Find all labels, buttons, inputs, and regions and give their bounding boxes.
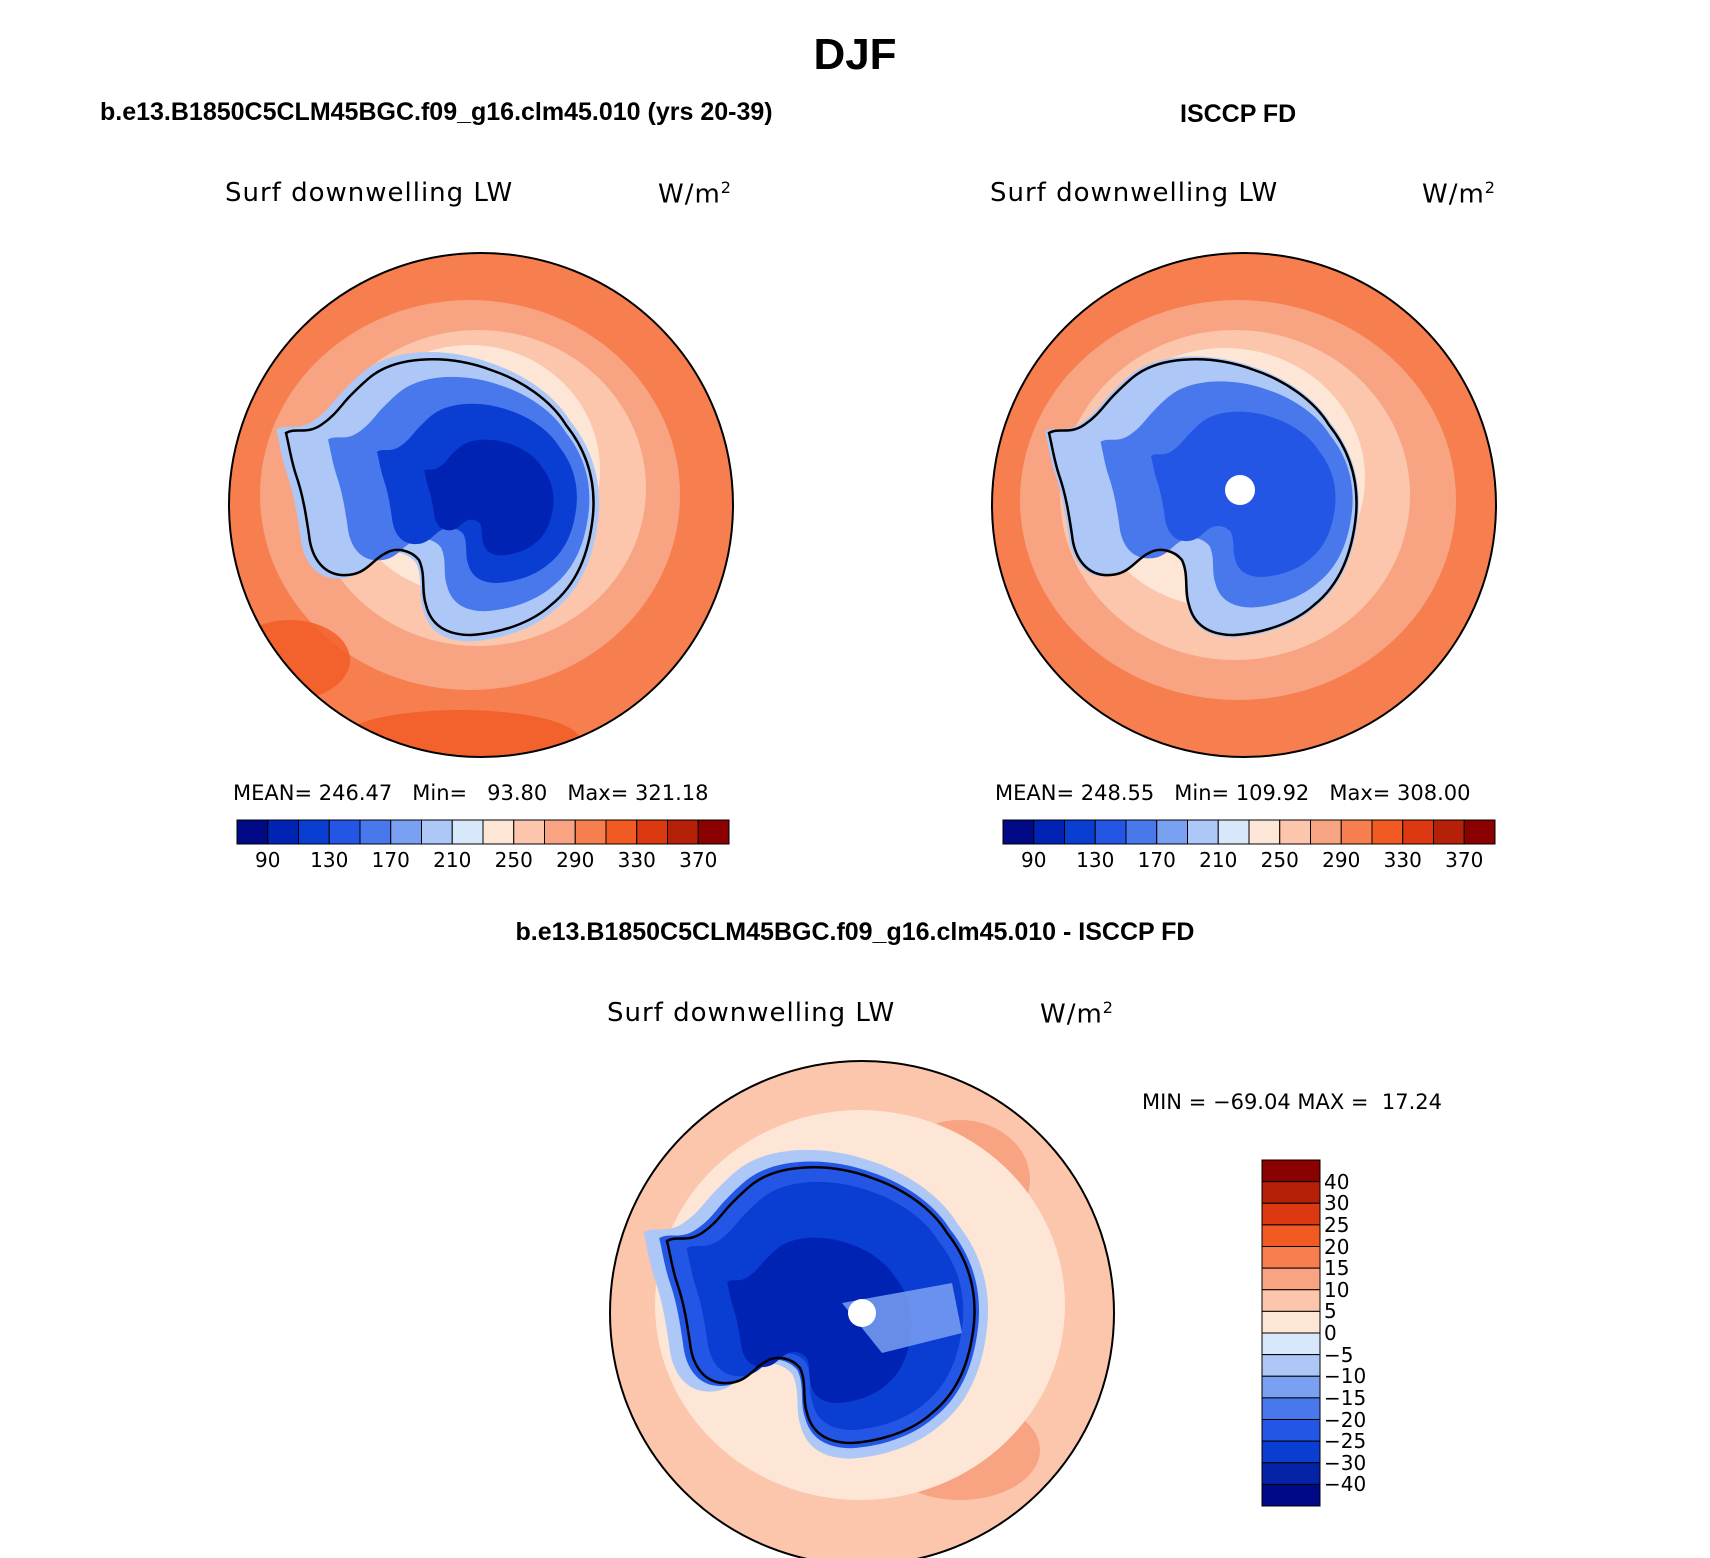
model-colorbar-tick-label: 250 (494, 848, 533, 872)
diff-colorbar-swatch (1261, 1310, 1321, 1334)
model-colorbar-swatch (451, 819, 484, 845)
diff-colorbar-tick-label: 15 (1324, 1256, 1350, 1281)
obs-colorbar-tick-label: 170 (1137, 848, 1176, 872)
obs-colorbar-swatch (1279, 819, 1311, 845)
diff-colorbar-swatch (1261, 1354, 1321, 1377)
diff-colorbar-swatch (1261, 1375, 1321, 1399)
obs-colorbar-tick-label: 370 (1445, 848, 1484, 872)
diff-colorbar-swatch (1261, 1332, 1321, 1356)
diff-colorbar-tick-label: 10 (1324, 1277, 1350, 1302)
obs-colorbar-swatch (1187, 819, 1219, 845)
model-colorbar-swatch (513, 819, 545, 845)
diff-colorbar-tick-label: −30 (1324, 1450, 1367, 1475)
obs-colorbar-swatch (1156, 819, 1188, 845)
obs-colorbar-swatch (1371, 819, 1404, 845)
model-panel-title: b.e13.B1850C5CLM45BGC.f09_g16.clm45.010 … (100, 98, 773, 126)
obs-colorbar-tick-label: 330 (1383, 848, 1422, 872)
obs-colorbar-tick-label: 210 (1199, 848, 1238, 872)
diff-colorbar-swatch (1261, 1462, 1321, 1485)
obs-colorbar-swatch (1064, 819, 1096, 845)
obs-colorbar-tick-label: 290 (1322, 848, 1361, 872)
obs-units-label: W/m2 (1422, 178, 1496, 210)
diff-colorbar-tick-label: 20 (1324, 1234, 1350, 1259)
model-stats: MEAN= 246.47 Min= 93.80 Max= 321.18 (233, 781, 709, 805)
model-colorbar-swatch (574, 819, 607, 845)
obs-colorbar-swatch (1125, 819, 1158, 845)
model-colorbar-swatch (359, 819, 392, 845)
obs-colorbar-tick-label: 90 (1021, 848, 1047, 872)
model-colorbar-swatch (667, 819, 699, 845)
model-colorbar-swatch (298, 819, 330, 845)
obs-colorbar-swatch (1310, 819, 1342, 845)
obs-colorbar-swatch (1402, 819, 1434, 845)
diff-colorbar-tick-label: 0 (1324, 1321, 1337, 1345)
diff-colorbar-swatch (1261, 1289, 1321, 1312)
model-colorbar-swatch (544, 819, 576, 845)
obs-panel-title: ISCCP FD (1180, 100, 1297, 128)
diff-colorbar-swatch (1261, 1246, 1321, 1269)
figure-title: DJF (813, 30, 897, 79)
model-colorbar-swatch (328, 819, 361, 845)
diff-colorbar-tick-label: −25 (1324, 1429, 1367, 1454)
model-colorbar-swatch (390, 819, 422, 845)
obs-polar-map (991, 252, 1497, 758)
obs-colorbar-swatch (1433, 819, 1465, 845)
diff-colorbar-swatch (1261, 1202, 1321, 1226)
obs-variable-label: Surf downwelling LW (990, 178, 1279, 208)
model-colorbar-tick-label: 330 (617, 848, 656, 872)
diff-colorbar-swatch (1261, 1440, 1321, 1464)
obs-stats: MEAN= 248.55 Min= 109.92 Max= 308.00 (995, 781, 1471, 805)
model-polar-map (228, 252, 734, 758)
obs-colorbar-swatch (1094, 819, 1127, 845)
obs-colorbar-swatch (1248, 819, 1281, 845)
obs-colorbar-swatch (1463, 819, 1496, 845)
diff-variable-label: Surf downwelling LW (607, 998, 896, 1028)
model-colorbar-tick-label: 290 (556, 848, 595, 872)
diff-colorbar-tick-label: −15 (1324, 1385, 1367, 1410)
diff-colorbar-tick-label: −5 (1324, 1342, 1354, 1367)
diff-colorbar-tick-label: 5 (1324, 1299, 1337, 1324)
model-units-label: W/m2 (658, 178, 732, 210)
model-colorbar-swatch (636, 819, 668, 845)
diff-colorbar (1261, 1159, 1321, 1507)
diff-polar-map (609, 1060, 1115, 1558)
diff-colorbar-swatch (1261, 1159, 1321, 1183)
model-colorbar-swatch (236, 819, 269, 845)
model-colorbar-swatch (482, 819, 515, 845)
diff-panel-title: b.e13.B1850C5CLM45BGC.f09_g16.clm45.010 … (515, 918, 1195, 946)
obs-colorbar-swatch (1217, 819, 1250, 845)
obs-colorbar-swatch (1340, 819, 1373, 845)
model-colorbar-tick-label: 370 (679, 848, 718, 872)
diff-colorbar-swatch (1261, 1419, 1321, 1442)
diff-stats: MIN = −69.04 MAX = 17.24 (1142, 1090, 1443, 1114)
model-colorbar-tick-label: 170 (371, 848, 410, 872)
obs-colorbar-swatch (1033, 819, 1065, 845)
model-colorbar-swatch (697, 819, 730, 845)
model-colorbar-swatch (267, 819, 299, 845)
model-colorbar (236, 819, 730, 845)
model-variable-label: Surf downwelling LW (225, 178, 514, 208)
obs-colorbar (1002, 819, 1496, 845)
diff-colorbar-tick-label: −20 (1324, 1407, 1367, 1432)
diff-units-label: W/m2 (1040, 998, 1114, 1030)
obs-colorbar-tick-label: 130 (1076, 848, 1115, 872)
diff-colorbar-swatch (1261, 1397, 1321, 1420)
diff-colorbar-tick-label: 25 (1324, 1212, 1350, 1237)
model-colorbar-swatch (605, 819, 638, 845)
diff-colorbar-swatch (1261, 1483, 1321, 1507)
diff-colorbar-tick-label: 40 (1324, 1169, 1350, 1194)
diff-colorbar-tick-label: 30 (1324, 1191, 1350, 1216)
diff-colorbar-tick-label: −40 (1324, 1472, 1367, 1497)
model-colorbar-tick-label: 210 (433, 848, 472, 872)
model-colorbar-tick-label: 90 (255, 848, 281, 872)
diff-colorbar-tick-label: −10 (1324, 1364, 1367, 1389)
model-colorbar-tick-label: 130 (310, 848, 349, 872)
obs-colorbar-swatch (1002, 819, 1035, 845)
diff-colorbar-swatch (1261, 1224, 1321, 1247)
obs-colorbar-tick-label: 250 (1260, 848, 1299, 872)
diff-colorbar-swatch (1261, 1267, 1321, 1291)
diff-colorbar-swatch (1261, 1181, 1321, 1204)
model-colorbar-swatch (421, 819, 453, 845)
